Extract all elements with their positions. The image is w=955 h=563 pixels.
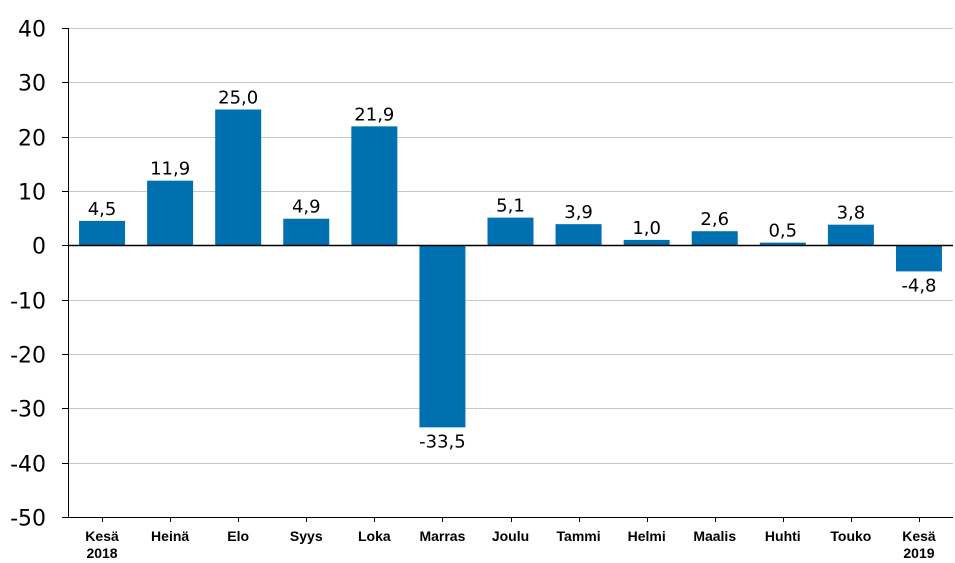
- bar: [419, 245, 466, 428]
- y-tick-label: -40: [10, 453, 46, 478]
- data-label: 5,1: [496, 196, 525, 217]
- bar: [79, 220, 126, 246]
- x-tick-label: Syys: [290, 528, 323, 544]
- x-tick-label: Tammi: [557, 528, 601, 544]
- bar: [691, 231, 738, 246]
- bar: [555, 224, 602, 246]
- y-tick-label: 40: [18, 18, 46, 43]
- y-tick-label: 10: [18, 181, 46, 206]
- data-label: 25,0: [218, 88, 258, 109]
- y-tick-labels: 40 30 20 10 0 -10 -20 -30 -40 -50: [10, 18, 46, 532]
- gridlines: [68, 28, 953, 518]
- bar: [759, 242, 806, 246]
- data-label: 4,5: [88, 199, 117, 220]
- x-tick-label: Maalis: [693, 528, 736, 544]
- y-tick-label: -10: [10, 290, 46, 315]
- bar: [623, 239, 670, 246]
- x-tick-label: 2018: [86, 545, 117, 561]
- data-label: 1,0: [632, 218, 661, 239]
- bar: [283, 218, 330, 246]
- x-tick-label: Kesä: [902, 528, 936, 544]
- bar: [215, 109, 262, 246]
- x-tick-label: Huhti: [765, 528, 801, 544]
- y-tick-label: -20: [10, 344, 46, 369]
- y-tick-label: -30: [10, 398, 46, 423]
- x-tick-label: Marras: [419, 528, 465, 544]
- bar: [487, 217, 534, 246]
- data-label: 3,8: [837, 203, 866, 224]
- x-tick-label: 2019: [903, 545, 934, 561]
- bar: [147, 180, 194, 246]
- bar: [351, 126, 398, 246]
- data-label: -4,8: [901, 275, 936, 296]
- data-label: 11,9: [150, 159, 190, 180]
- data-labels: 4,5 11,9 25,0 4,9 21,9 -33,5 5,1 3,9 1,0 2,6 0,5 3,…: [88, 88, 937, 453]
- x-tick-label: Elo: [227, 528, 249, 544]
- x-tick-label: Loka: [358, 528, 391, 544]
- data-label: 4,9: [292, 197, 321, 218]
- data-label: 0,5: [768, 221, 797, 242]
- data-label: 3,9: [564, 202, 593, 223]
- data-label: -33,5: [419, 431, 466, 452]
- bars: [79, 109, 942, 428]
- y-tick-label: -50: [10, 507, 46, 532]
- x-tick-label: Joulu: [492, 528, 529, 544]
- data-label: 21,9: [354, 104, 394, 125]
- y-tick-label: 0: [32, 235, 46, 260]
- bar: [895, 245, 942, 272]
- data-label: 2,6: [700, 209, 729, 230]
- x-tick-label: Kesä: [85, 528, 119, 544]
- y-tick-label: 20: [18, 127, 46, 152]
- x-tick-label: Heinä: [151, 528, 189, 544]
- axes: [62, 28, 953, 522]
- x-tick-label: Helmi: [628, 528, 666, 544]
- bar: [827, 224, 874, 246]
- y-tick-label: 30: [18, 72, 46, 97]
- x-tick-label: Touko: [830, 528, 871, 544]
